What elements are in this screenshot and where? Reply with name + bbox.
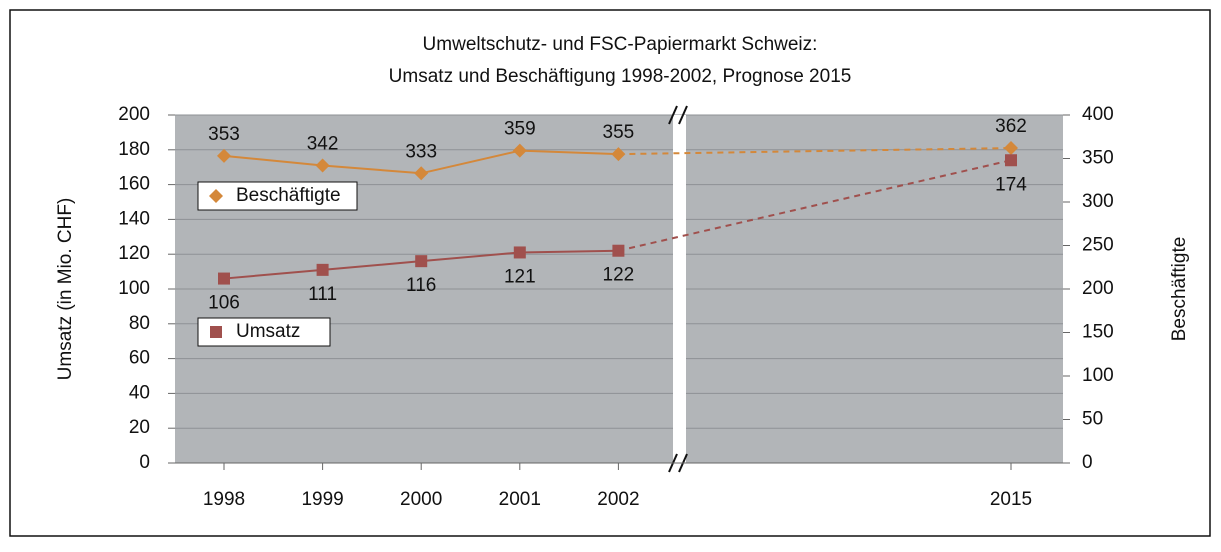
y-tick-label: 100 <box>118 278 150 299</box>
chart-title: Umweltschutz- und FSC-Papiermarkt Schwei… <box>423 34 818 55</box>
data-label: 362 <box>995 116 1027 137</box>
data-label: 122 <box>603 265 635 286</box>
y-tick-label: 20 <box>129 417 150 438</box>
marker <box>217 148 231 163</box>
legend-label: Beschäftigte <box>236 185 341 206</box>
y-tick-label: 180 <box>118 139 150 160</box>
x-tick-label: 1998 <box>203 489 245 510</box>
axis-break <box>673 115 686 464</box>
marker <box>611 147 626 162</box>
x-tick-label: 1999 <box>301 489 343 510</box>
marker <box>512 143 527 158</box>
y2-tick-label: 300 <box>1082 191 1114 212</box>
data-label: 333 <box>405 141 437 162</box>
data-label: 359 <box>504 119 536 140</box>
y-tick-label: 200 <box>118 104 150 125</box>
chart-title: Umsatz und Beschäftigung 1998-2002, Prog… <box>389 66 852 87</box>
x-tick-label: 2002 <box>597 489 639 510</box>
data-label: 106 <box>208 293 240 314</box>
marker <box>218 272 230 285</box>
legend-label: Umsatz <box>236 321 300 342</box>
y-tick-label: 120 <box>118 243 150 264</box>
marker <box>513 246 526 259</box>
y2-tick-label: 400 <box>1082 104 1114 125</box>
data-label: 116 <box>406 275 436 296</box>
legend-box <box>197 181 358 211</box>
legend-marker <box>210 326 222 338</box>
marker <box>415 255 428 268</box>
y2-tick-label: 250 <box>1082 235 1114 256</box>
y2-tick-label: 50 <box>1082 409 1103 430</box>
y-tick-label: 140 <box>118 208 150 229</box>
y2-tick-label: 150 <box>1082 322 1114 343</box>
y-tick-label: 0 <box>139 452 150 473</box>
marker <box>414 166 429 181</box>
marker <box>315 158 330 173</box>
y-tick-label: 60 <box>129 348 150 369</box>
legend-marker <box>209 189 223 203</box>
marker <box>1005 154 1017 167</box>
data-label: 342 <box>307 133 339 154</box>
data-label: 353 <box>208 124 240 145</box>
data-label: 174 <box>995 174 1027 195</box>
y-tick-label: 80 <box>129 313 150 334</box>
y-tick-label: 160 <box>118 174 150 195</box>
x-tick-label: 2001 <box>499 489 541 510</box>
data-label: 111 <box>308 284 337 305</box>
y2-tick-label: 0 <box>1082 452 1093 473</box>
marker <box>612 244 625 257</box>
y2-tick-label: 200 <box>1082 278 1114 299</box>
x-tick-label: 2015 <box>990 489 1032 510</box>
x-tick-label: 2000 <box>400 489 442 510</box>
y2-tick-label: 350 <box>1082 148 1114 169</box>
y2-axis-title: Beschäftigte <box>1169 237 1190 342</box>
y-axis-title: Umsatz (in Mio. CHF) <box>55 198 76 381</box>
y2-tick-label: 100 <box>1082 365 1114 386</box>
series-line-forecast <box>618 159 1012 252</box>
data-label: 121 <box>504 266 536 287</box>
marker <box>1004 141 1018 156</box>
marker <box>316 263 329 276</box>
data-label: 355 <box>603 122 635 143</box>
y-tick-label: 40 <box>129 382 150 403</box>
